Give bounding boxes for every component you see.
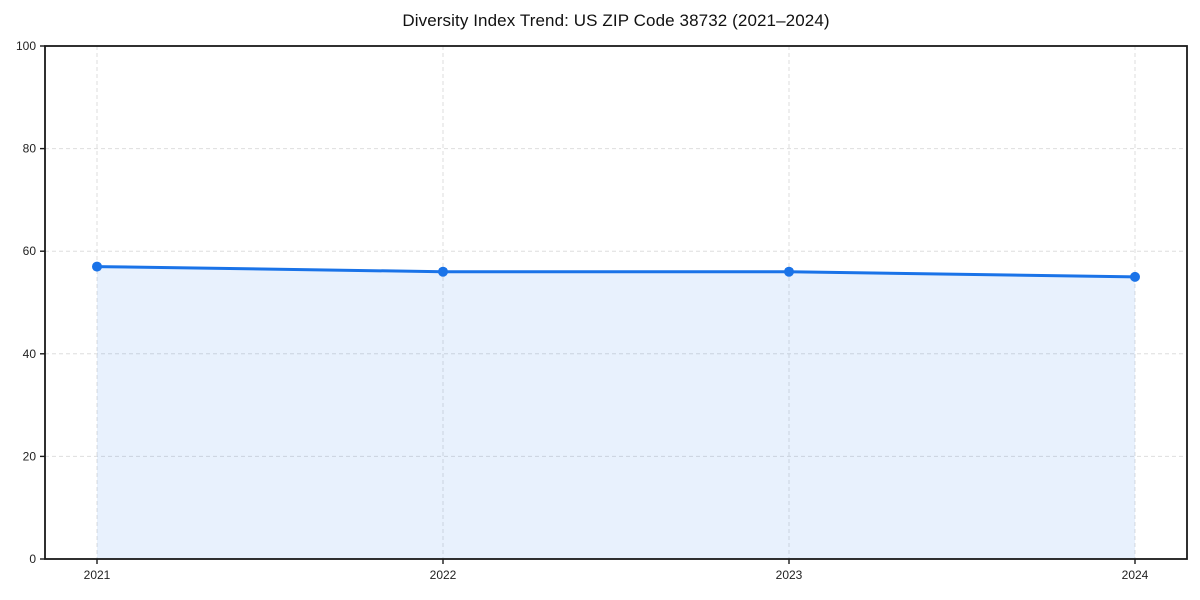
chart-title: Diversity Index Trend: US ZIP Code 38732… [402, 11, 830, 30]
x-tick-label: 2022 [430, 568, 457, 582]
data-point-2022 [438, 266, 448, 277]
axes-spines [44, 45, 1188, 560]
x-tick-label: 2023 [776, 568, 803, 582]
x-tick-label: 2021 [84, 568, 111, 582]
y-tick-label: 20 [23, 449, 37, 463]
data-point-2021 [92, 261, 102, 272]
x-tick-label: 2024 [1122, 568, 1149, 582]
y-tick-label: 80 [23, 142, 37, 156]
y-tick-label: 60 [23, 244, 37, 258]
trend-line [95, 265, 1137, 279]
y-tick-label: 100 [16, 39, 36, 53]
area-fill [97, 266, 1135, 559]
data-point-2023 [784, 266, 794, 277]
y-tick-label: 40 [23, 347, 37, 361]
data-point-2024 [1130, 271, 1140, 282]
y-tick-label: 0 [29, 552, 36, 566]
